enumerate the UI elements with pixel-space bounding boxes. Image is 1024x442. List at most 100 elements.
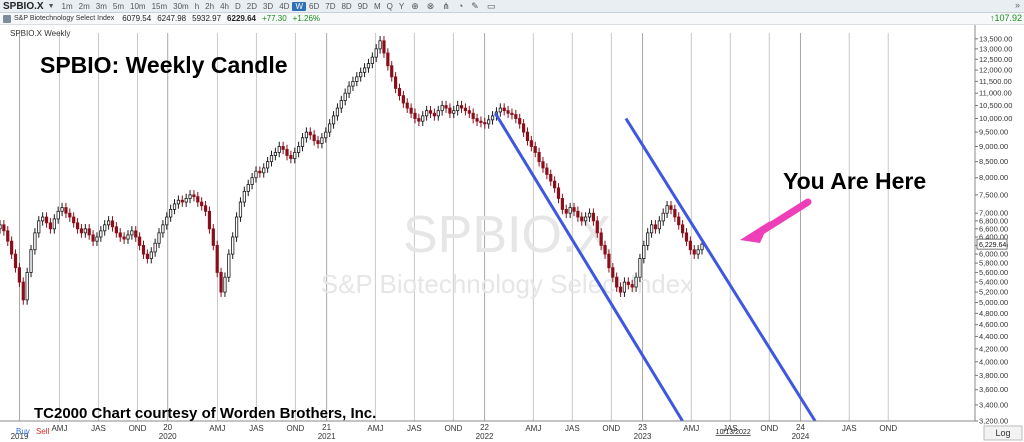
timeframe-7d[interactable]: 7D (325, 1, 336, 11)
candle-body (553, 180, 557, 189)
timeframe-4d[interactable]: 4D (279, 1, 290, 11)
candle-body (242, 190, 246, 203)
chart-area[interactable]: 3,200.00 3,400.00 3,600.00 3,800.00 4,000.00… (0, 25, 1024, 442)
candle-body (397, 88, 402, 97)
y-tick-label: 7,500.00 (979, 190, 1008, 199)
timeframe-15m[interactable]: 15m (151, 1, 168, 11)
candle-body (649, 224, 654, 234)
timeframe-4h[interactable]: 4h (220, 1, 229, 11)
candle-body (595, 220, 599, 234)
y-tick-label: 11,000.00 (979, 89, 1012, 98)
timeframe-w[interactable]: W (292, 1, 307, 11)
x-quarter-label: OND (444, 424, 462, 433)
candle-body (75, 222, 80, 230)
expand-icon[interactable]: » (1014, 0, 1020, 10)
x-quarter-label: JAS (842, 424, 857, 433)
symbol-label[interactable]: SPBIO.X (3, 0, 44, 12)
candle-body (529, 140, 533, 147)
candle-body (134, 230, 138, 238)
timeframe-10m[interactable]: 10m (130, 1, 146, 11)
x-quarter-label: JAS (91, 424, 106, 433)
tool-icon-5[interactable]: ▭ (486, 0, 496, 11)
timeframe-1m[interactable]: 1m (61, 1, 73, 11)
candle-body (192, 194, 196, 198)
candle-body (521, 123, 526, 133)
candle-body (110, 220, 115, 228)
candle-body (533, 146, 537, 153)
timeframe-30m[interactable]: 30m (173, 1, 189, 11)
candle-body (169, 209, 173, 218)
y-tick-label: 12,000.00 (979, 66, 1012, 75)
candle-body (448, 107, 452, 114)
tool-icon-3[interactable]: ◔ (457, 0, 464, 11)
x-year-label: 2019 (11, 432, 29, 441)
candle-body (106, 220, 111, 226)
candle-body (41, 216, 45, 222)
candle-body (269, 155, 274, 163)
candle-body (669, 205, 673, 210)
candlestick-chart[interactable]: 3,200.00 3,400.00 3,600.00 3,800.00 4,000.00… (0, 25, 1024, 442)
timeframe-5m[interactable]: 5m (112, 1, 125, 11)
candle-body (568, 207, 572, 214)
candle-body (409, 107, 413, 114)
candle-body (661, 212, 665, 222)
candle-body (72, 216, 76, 224)
timeframe-6d[interactable]: 6D (309, 1, 320, 11)
timeframe-h[interactable]: h (194, 1, 200, 11)
y-tick-label: 7,000.00 (979, 209, 1008, 218)
candle-body (386, 52, 390, 67)
candle-body (362, 67, 367, 73)
tool-icon-0[interactable]: ⊕ (411, 0, 419, 11)
timeframe-2h[interactable]: 2h (205, 1, 215, 11)
tool-icon-2[interactable]: ⋔ (442, 0, 450, 11)
candle-body (122, 236, 126, 240)
candle-body (343, 92, 347, 101)
timeframe-8d[interactable]: 8D (341, 1, 352, 11)
candle-body (138, 236, 142, 246)
tool-icon-1[interactable]: ⊗ (426, 0, 435, 11)
candle-body (584, 216, 588, 222)
candle-body (254, 170, 258, 179)
y-tick-label: 11,500.00 (979, 77, 1012, 86)
y-tick-label: 10,000.00 (979, 114, 1012, 123)
candle-body (374, 48, 378, 58)
grid-icon[interactable] (3, 14, 11, 23)
timeframe-d[interactable]: D (234, 1, 241, 11)
y-tick-label: 13,000.00 (979, 44, 1012, 53)
timeframe-m[interactable]: M (373, 1, 381, 11)
candle-body (382, 40, 386, 54)
annotation-arrow-head (740, 221, 770, 243)
right-value: 107.92 (994, 13, 1022, 23)
y-tick-label: 8,000.00 (979, 173, 1008, 182)
x-quarter-label: AMJ (525, 424, 541, 433)
candle-body (436, 110, 440, 117)
timeframe-2d[interactable]: 2D (246, 1, 257, 11)
timeframe-3m[interactable]: 3m (95, 1, 107, 11)
candle-body (293, 152, 297, 159)
y-axis-bg (976, 25, 1024, 442)
log-button: Log (995, 428, 1010, 438)
candle-body (657, 220, 661, 230)
candle-body (700, 243, 704, 251)
timeframe-2m[interactable]: 2m (78, 1, 90, 11)
timeframe-9d[interactable]: 9D (357, 1, 368, 11)
tool-icon-4[interactable]: ✎ (471, 0, 479, 11)
candle-body (234, 216, 239, 238)
tool-bar: ⊕ ⊗ ⋔ ◔ ✎ ▭ (407, 1, 499, 12)
candle-body (467, 110, 471, 114)
candle-body (510, 112, 514, 115)
timeframe-q[interactable]: Q (386, 1, 393, 11)
candle-body (576, 210, 580, 218)
candle-body (498, 107, 502, 113)
candle-body (471, 112, 475, 119)
timeframe-y[interactable]: Y (398, 1, 405, 11)
candle-body (145, 253, 149, 259)
candle-body (79, 228, 84, 234)
candle-body (440, 105, 444, 112)
timeframe-3d[interactable]: 3D (262, 1, 274, 11)
y-tick-label: 6,800.00 (979, 216, 1008, 225)
candle-body (320, 137, 324, 144)
candle-body (541, 161, 545, 169)
watermark: SPBIO.X (403, 206, 611, 264)
chevron-down-icon[interactable]: ▼ (47, 2, 55, 10)
